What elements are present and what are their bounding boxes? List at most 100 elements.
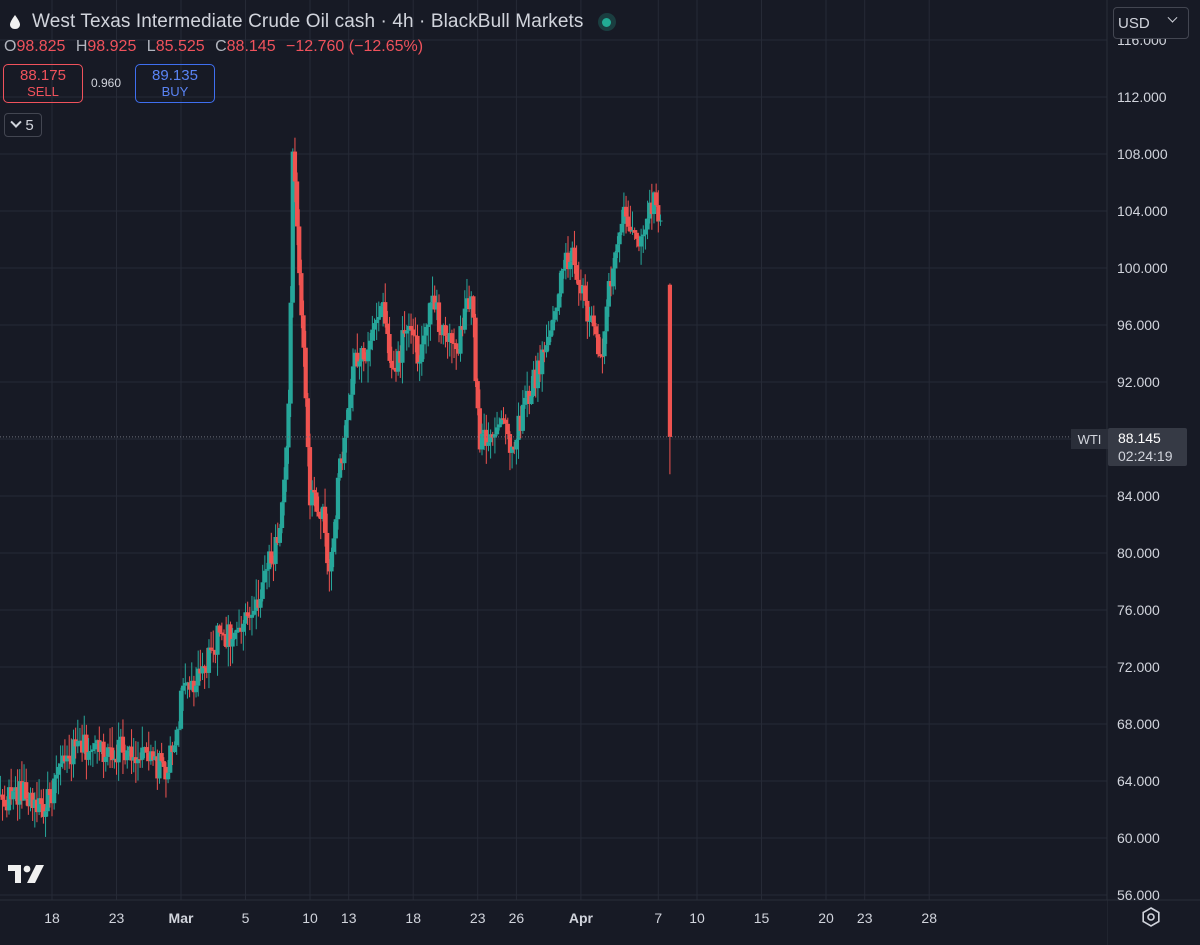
candle-body [512,446,517,450]
candle-body [542,349,547,353]
candle-body [529,395,534,405]
candle-body [415,335,420,364]
candle-body [651,192,657,215]
candle-body [391,367,396,370]
currency-select[interactable]: USD [1113,7,1189,39]
gear-icon[interactable] [1140,906,1162,928]
candle-body [460,326,465,330]
last-candle-body [667,284,673,437]
candle-body [372,323,377,330]
candle-body [518,415,523,431]
candle-body [181,685,186,691]
candle-body [95,740,100,744]
candle-body [393,369,399,372]
candle-body [88,751,93,753]
candle-body [527,390,532,405]
x-tick-label: 15 [754,910,770,926]
candle-body [486,442,491,446]
sell-button[interactable]: 88.175 SELL [3,64,83,103]
y-tick-label: 68.000 [1117,716,1160,732]
market-open-dot-icon[interactable] [597,13,616,31]
candle-body [288,302,293,404]
x-tick-label: Mar [169,910,194,926]
y-tick-label: 76.000 [1117,602,1160,618]
candle-body [43,811,48,817]
candle-body [568,261,573,270]
tradingview-logo-icon[interactable] [7,862,45,886]
candle-body [191,680,196,693]
x-tick-label: 10 [689,910,705,926]
indicators-toggle-button[interactable]: 5 [4,113,42,137]
candle-body [428,302,433,325]
candle-body [376,317,381,320]
candle-body [196,668,201,686]
ohlc-values: O98.825 H98.925 L85.525 C88.145 −12.760 … [4,38,429,56]
candle-body [389,360,394,368]
candle-body [387,334,392,361]
candle-body [135,759,141,764]
candle-body [226,624,231,647]
candle-body [316,511,321,517]
candle-body [544,345,549,353]
candle-body [112,758,117,761]
candle-body [510,446,515,453]
candle-body [340,458,345,464]
candle-body [168,745,173,773]
candle-body [361,348,366,360]
candle-body [62,755,67,762]
candle-body [161,761,166,767]
time-scale[interactable] [0,900,1107,945]
candle-body [75,741,80,747]
candle-body [252,610,257,615]
candle-body [342,437,347,464]
x-tick-label: 28 [921,910,937,926]
candle-body [230,638,235,647]
candle-body [243,612,248,624]
candle-body [501,418,506,420]
candle-body [490,434,495,438]
candle-body [54,774,59,779]
candle-body [13,787,18,792]
candle-body [34,799,40,813]
candle-body [271,563,276,565]
buy-button[interactable]: 89.135 BUY [135,64,215,103]
candle-body [439,331,444,336]
x-tick-label: 23 [470,910,486,926]
low-label: L [146,38,156,55]
x-tick-label: 5 [242,910,250,926]
candle-body [363,359,368,362]
candle-body [144,747,149,753]
y-tick-label: 64.000 [1117,773,1160,789]
candle-body [559,270,564,294]
candle-body [348,394,353,408]
candle-body [110,747,115,761]
candle-body [606,281,611,307]
candle-body [228,624,233,647]
candle-body [355,352,360,367]
candle-body [396,351,401,372]
candle-body [213,650,218,655]
candle-body [634,232,639,239]
candle-body [557,293,562,308]
candle-body [598,354,603,357]
candle-body [546,336,551,346]
candle-body [572,247,577,266]
candle-body [471,296,476,318]
x-tick-label: 18 [405,910,421,926]
candle-body [30,792,35,808]
candle-body [383,302,388,324]
y-tick-label: 72.000 [1117,659,1160,675]
candle-body [247,616,252,618]
candle-body [209,647,214,650]
candle-body [329,551,334,572]
candle-body [454,343,459,350]
candle-body [497,424,502,428]
candle-body [641,234,646,237]
candle-body [596,334,601,355]
candle-body [331,538,336,552]
symbol-title[interactable]: West Texas Intermediate Crude Oil cash ·… [32,11,584,32]
candle-body [325,532,330,564]
candle-body [301,315,306,348]
candle-body [19,781,24,801]
